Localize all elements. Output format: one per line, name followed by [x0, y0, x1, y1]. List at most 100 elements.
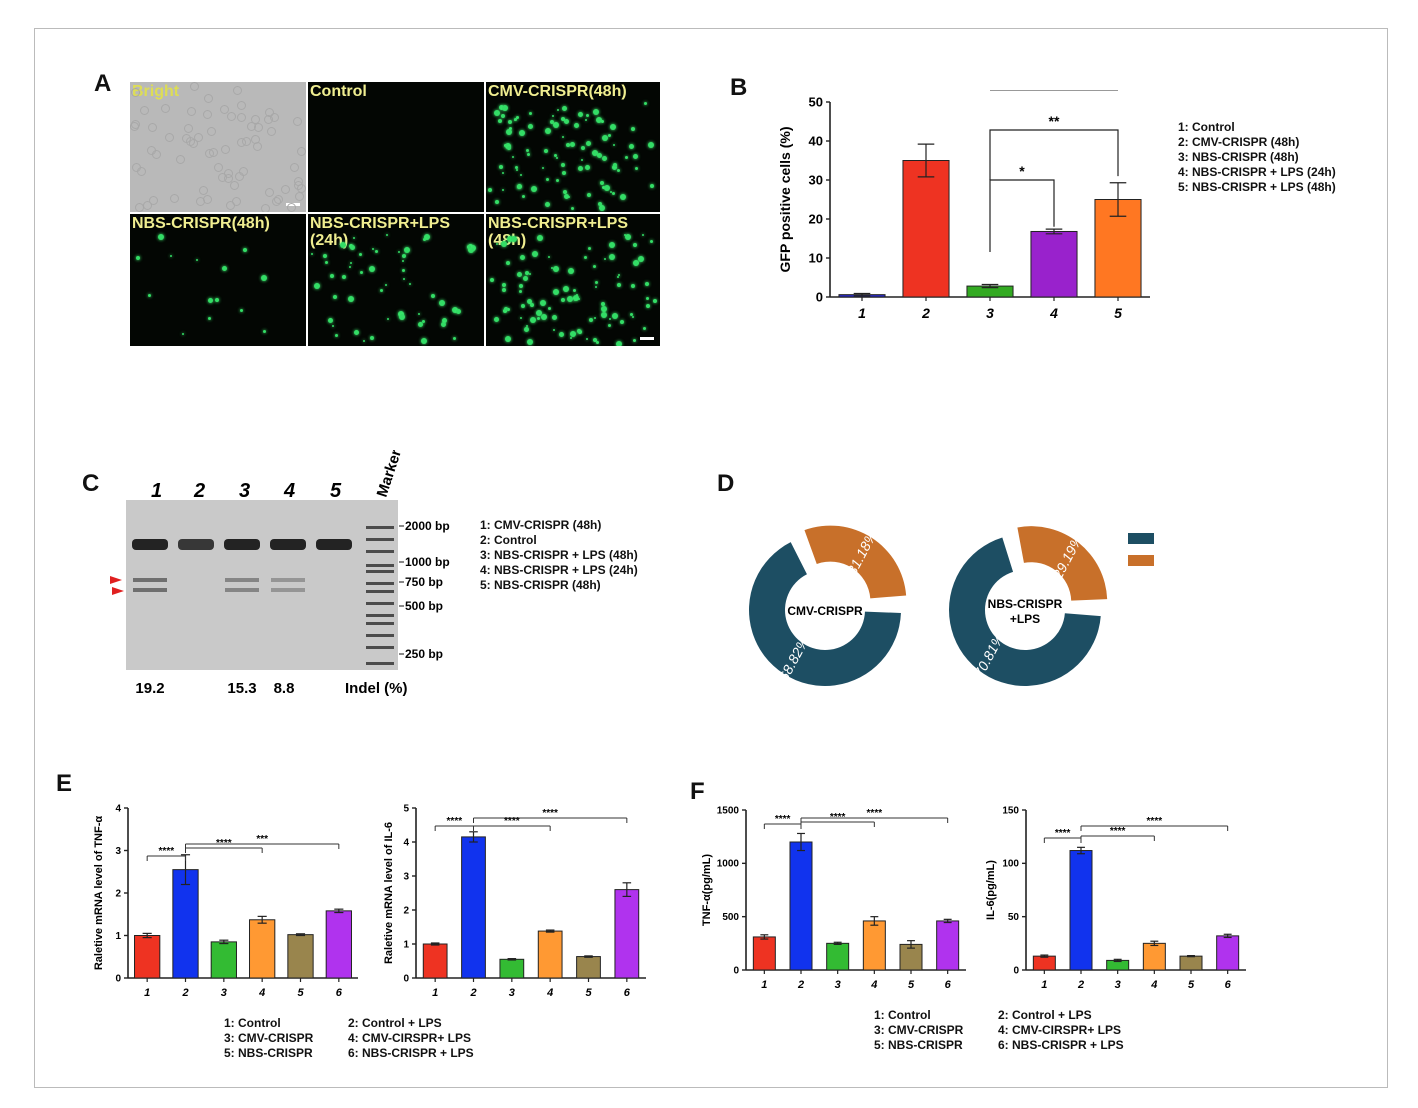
fluorescent-cell — [586, 141, 591, 146]
bar — [537, 930, 563, 979]
marker-band — [366, 550, 394, 553]
fluorescent-cell — [574, 299, 576, 301]
gel-band-main — [270, 539, 306, 550]
fluorescent-cell — [506, 129, 512, 135]
bar — [752, 936, 776, 971]
fluorescent-cell — [158, 234, 164, 240]
fluorescent-cell — [562, 136, 564, 138]
cell-outline — [194, 133, 203, 142]
lane-label: 1 — [151, 480, 162, 500]
cell-outline — [297, 147, 306, 156]
fluorescent-cell — [599, 205, 605, 211]
cell-outline — [184, 124, 193, 133]
micrograph-cmv-crispr: CMV-CRISPR(48h) — [486, 82, 660, 212]
fluorescent-cell — [240, 309, 243, 312]
cell-outline — [251, 135, 260, 144]
indel-label: Indel (%) — [345, 680, 408, 697]
cell-outline — [221, 145, 230, 154]
significance-label: **** — [1110, 826, 1126, 837]
gel-lane-labels: 1 2 3 4 5 Marker — [151, 450, 405, 500]
fluorescent-cell — [604, 258, 606, 260]
y-tick-label: 40 — [809, 133, 823, 148]
fluorescent-cell — [335, 334, 338, 337]
fluorescent-cell — [564, 194, 569, 199]
marker-band — [366, 614, 394, 617]
fluorescent-cell — [499, 165, 503, 169]
significance-label: **** — [159, 846, 175, 857]
fluorescent-cell — [402, 269, 405, 272]
fluorescent-cell — [380, 289, 383, 292]
fluorescent-cell — [578, 166, 583, 171]
y-tick-label: 1 — [403, 939, 409, 950]
marker-band — [366, 602, 394, 605]
cell-outline — [143, 201, 152, 210]
fluorescent-cell — [604, 185, 610, 191]
fluorescent-cell — [502, 172, 504, 174]
fluorescent-cell — [645, 282, 649, 286]
significance-label: **** — [504, 816, 520, 827]
gel-band-cut — [133, 588, 167, 592]
fluorescent-cell — [546, 178, 549, 181]
ladder-label: 2000 bp — [405, 519, 450, 533]
y-tick-label: 150 — [1002, 805, 1019, 816]
cell-outline — [264, 115, 273, 124]
bar — [461, 836, 486, 979]
x-tick-label: 5 — [1114, 305, 1122, 321]
fluorescent-cell — [495, 200, 499, 204]
fluorescent-cell — [588, 247, 591, 250]
fluorescent-cell — [594, 317, 596, 319]
y-axis-label: Raletive mRNA level of IL-6 — [383, 822, 395, 964]
x-tick-label: 1 — [761, 979, 767, 991]
significance-bracket — [989, 129, 1119, 180]
y-tick-label: 5 — [403, 803, 409, 814]
legend-item: 4: CMV-CIRSPR+ LPS — [348, 1031, 472, 1045]
fluorescent-cell — [593, 338, 597, 342]
x-tick-label: 3 — [1115, 979, 1121, 991]
fluorescent-cell — [349, 266, 351, 268]
bar — [1179, 955, 1203, 971]
x-tick-label: 1 — [858, 305, 866, 321]
fluorescent-cell — [585, 165, 590, 170]
marker-band — [366, 526, 394, 529]
fluorescent-cell — [404, 247, 410, 253]
cell-outline — [199, 186, 208, 195]
bar — [325, 910, 352, 979]
fluorescent-cell — [522, 195, 525, 198]
fluorescent-cell — [208, 317, 211, 320]
cut-band-arrow — [112, 587, 124, 595]
x-tick-label: 2 — [921, 305, 930, 321]
significance-label: ** — [1049, 113, 1060, 129]
fluorescent-cell — [526, 325, 528, 327]
fluorescent-cell — [506, 261, 510, 265]
micrograph-label: NBS-CRISPR+LPS (24h) — [310, 215, 451, 249]
fluorescent-cell — [528, 124, 533, 129]
y-tick-label: 20 — [809, 211, 823, 226]
fluorescent-cell — [525, 271, 529, 275]
significance-label: **** — [1055, 828, 1071, 839]
cell-outline — [203, 110, 212, 119]
chart-e-tnf-mrna: 0 1 2 3 4 1 2 3 4 5 6 Raletive mRNA level of TNF-α *… — [93, 803, 358, 999]
legend-item: 5: NBS-CRISPR + LPS (48h) — [1178, 180, 1336, 194]
donut-slice — [749, 542, 901, 686]
fluorescent-cell — [551, 267, 553, 269]
x-tick-label: 3 — [986, 305, 994, 321]
fluorescent-cell — [512, 156, 514, 158]
cell-outline — [140, 106, 149, 115]
bar — [210, 941, 237, 979]
fluorescent-cell — [170, 255, 172, 257]
cell-outline — [196, 197, 205, 206]
legend-item: 2: CMV-CRISPR (48h) — [1178, 135, 1300, 149]
x-tick-label: 5 — [585, 987, 592, 999]
fluorescent-cell — [340, 242, 346, 248]
fluorescent-cell — [243, 248, 247, 252]
cell-outline — [267, 127, 276, 136]
fluorescent-cell — [530, 303, 534, 307]
x-tick-label: 5 — [908, 979, 915, 991]
bar — [826, 942, 850, 971]
cell-outline — [237, 113, 246, 122]
y-axis-label: Raletive mRNA level of TNF-α — [93, 816, 105, 971]
y-tick-label: 30 — [809, 172, 823, 187]
x-tick-label: 3 — [509, 987, 515, 999]
marker-band — [366, 538, 394, 541]
fluorescent-cell — [617, 169, 620, 172]
